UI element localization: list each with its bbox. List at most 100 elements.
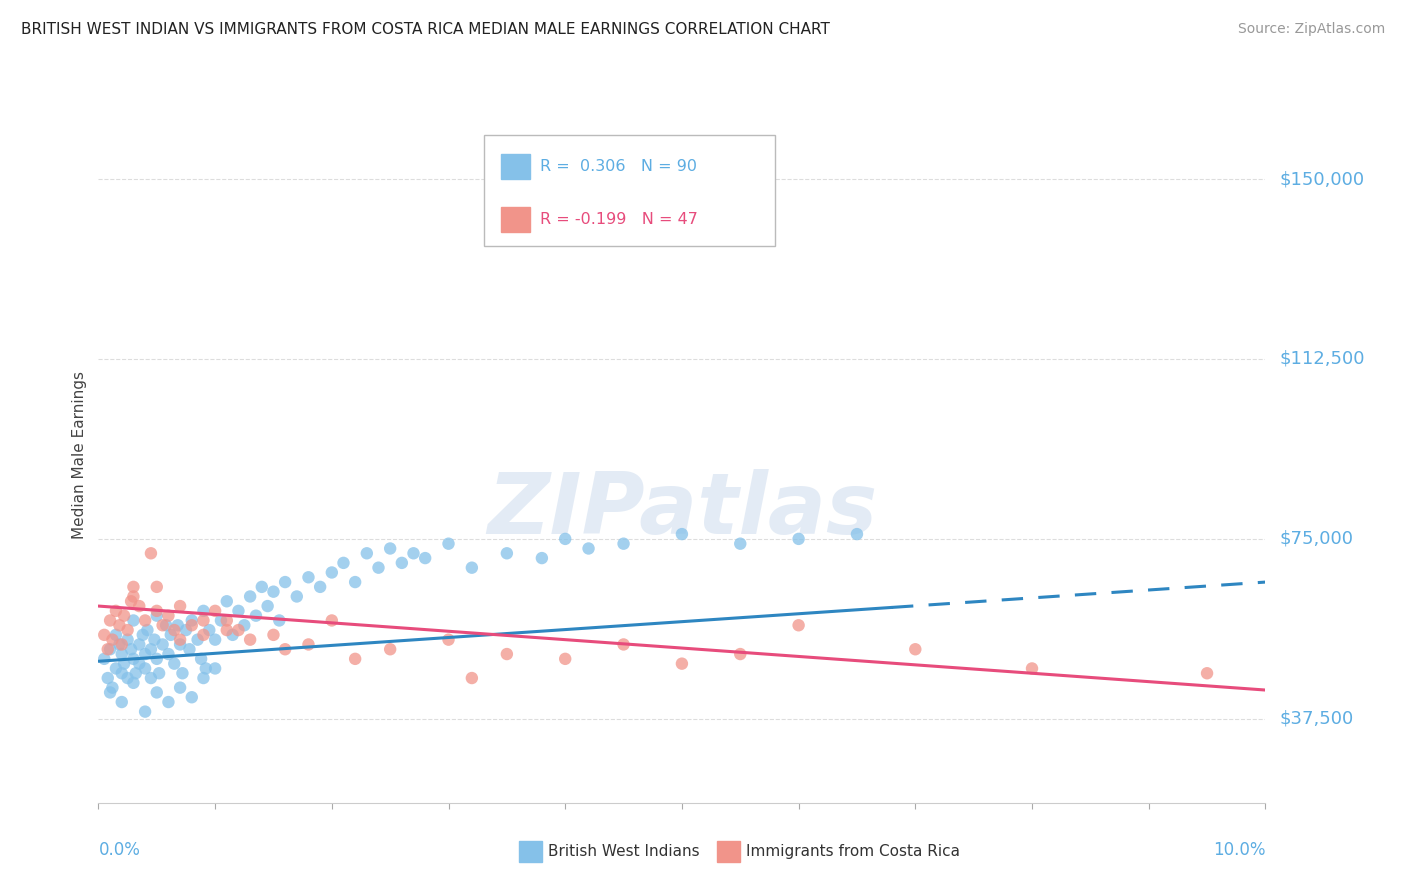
Point bbox=[228, 604, 250, 618]
Point bbox=[256, 599, 278, 613]
Point bbox=[122, 590, 145, 604]
Point bbox=[111, 647, 134, 661]
Point bbox=[166, 618, 188, 632]
Point bbox=[269, 614, 291, 628]
Text: R = -0.199   N = 47: R = -0.199 N = 47 bbox=[540, 212, 697, 227]
Point bbox=[274, 575, 297, 590]
Point bbox=[169, 632, 191, 647]
Point bbox=[157, 695, 180, 709]
Point bbox=[671, 657, 693, 671]
Point bbox=[128, 637, 150, 651]
Point bbox=[132, 628, 155, 642]
Point bbox=[367, 560, 389, 574]
Point bbox=[461, 560, 484, 574]
Point bbox=[111, 695, 134, 709]
Point bbox=[134, 705, 156, 719]
Point bbox=[262, 628, 284, 642]
Point bbox=[321, 614, 343, 628]
Point bbox=[204, 632, 226, 647]
Point bbox=[190, 652, 212, 666]
Point bbox=[554, 532, 576, 546]
Point bbox=[309, 580, 332, 594]
Point bbox=[134, 647, 156, 661]
Point bbox=[169, 637, 191, 651]
Point bbox=[159, 628, 181, 642]
Point bbox=[285, 590, 308, 604]
Point bbox=[612, 637, 634, 651]
Bar bbox=[501, 153, 530, 178]
Point bbox=[262, 584, 284, 599]
Point bbox=[152, 637, 174, 651]
Point bbox=[250, 580, 273, 594]
Text: $75,000: $75,000 bbox=[1279, 530, 1354, 548]
Point bbox=[413, 551, 436, 566]
Point bbox=[148, 666, 170, 681]
Point bbox=[378, 642, 402, 657]
Point bbox=[332, 556, 354, 570]
Point bbox=[108, 637, 131, 651]
Point bbox=[461, 671, 484, 685]
Point bbox=[101, 632, 124, 647]
Text: $112,500: $112,500 bbox=[1279, 350, 1365, 368]
Bar bbox=[717, 841, 741, 862]
Text: $37,500: $37,500 bbox=[1279, 710, 1354, 728]
Point bbox=[356, 546, 378, 560]
Point bbox=[239, 632, 262, 647]
Point bbox=[139, 642, 162, 657]
Point bbox=[193, 671, 215, 685]
Point bbox=[239, 590, 262, 604]
Point bbox=[146, 652, 169, 666]
Point bbox=[163, 657, 186, 671]
Point bbox=[495, 546, 517, 560]
Point bbox=[845, 527, 868, 541]
Point bbox=[1195, 666, 1218, 681]
Point bbox=[97, 671, 120, 685]
Point bbox=[204, 661, 226, 675]
Point bbox=[146, 580, 169, 594]
Point bbox=[136, 623, 159, 637]
Text: 10.0%: 10.0% bbox=[1213, 841, 1265, 859]
Point bbox=[122, 676, 145, 690]
Point bbox=[209, 614, 232, 628]
Point bbox=[554, 652, 576, 666]
Point bbox=[120, 642, 142, 657]
Point bbox=[98, 642, 121, 657]
Point bbox=[671, 527, 693, 541]
Point bbox=[730, 647, 752, 661]
Text: Immigrants from Costa Rica: Immigrants from Costa Rica bbox=[747, 844, 960, 859]
Point bbox=[98, 685, 121, 699]
Point bbox=[169, 681, 191, 695]
Point bbox=[117, 671, 139, 685]
Point bbox=[193, 628, 215, 642]
Point bbox=[344, 652, 367, 666]
Point bbox=[169, 599, 191, 613]
Point bbox=[578, 541, 600, 556]
Point bbox=[112, 608, 135, 623]
Point bbox=[198, 623, 221, 637]
Point bbox=[437, 632, 460, 647]
Point bbox=[139, 671, 162, 685]
Point bbox=[495, 647, 517, 661]
Point bbox=[245, 608, 267, 623]
FancyBboxPatch shape bbox=[484, 135, 775, 246]
Point bbox=[612, 537, 634, 551]
Point bbox=[98, 614, 121, 628]
Point bbox=[93, 652, 115, 666]
Point bbox=[321, 566, 343, 580]
Point bbox=[437, 537, 460, 551]
Text: $150,000: $150,000 bbox=[1279, 170, 1364, 188]
Point bbox=[180, 618, 202, 632]
Point bbox=[730, 537, 752, 551]
Point bbox=[179, 642, 201, 657]
Point bbox=[297, 637, 319, 651]
Point bbox=[402, 546, 425, 560]
Point bbox=[112, 657, 135, 671]
Point bbox=[143, 632, 166, 647]
Point bbox=[122, 580, 145, 594]
Point bbox=[163, 623, 186, 637]
Point bbox=[125, 666, 148, 681]
Point bbox=[1021, 661, 1043, 675]
Point bbox=[117, 623, 139, 637]
Text: ZIPatlas: ZIPatlas bbox=[486, 469, 877, 552]
Point bbox=[104, 661, 127, 675]
